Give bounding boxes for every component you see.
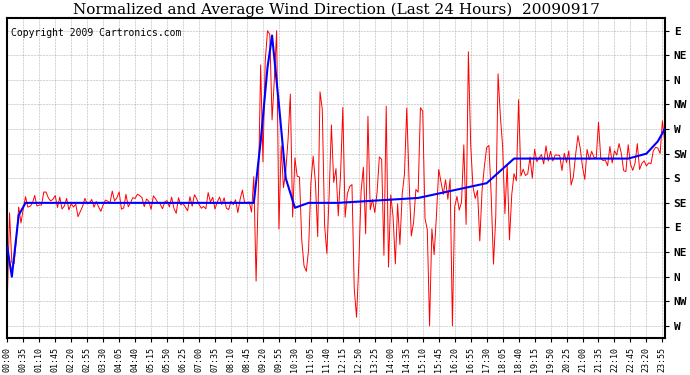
Text: Copyright 2009 Cartronics.com: Copyright 2009 Cartronics.com <box>10 28 181 38</box>
Title: Normalized and Average Wind Direction (Last 24 Hours)  20090917: Normalized and Average Wind Direction (L… <box>72 3 600 17</box>
